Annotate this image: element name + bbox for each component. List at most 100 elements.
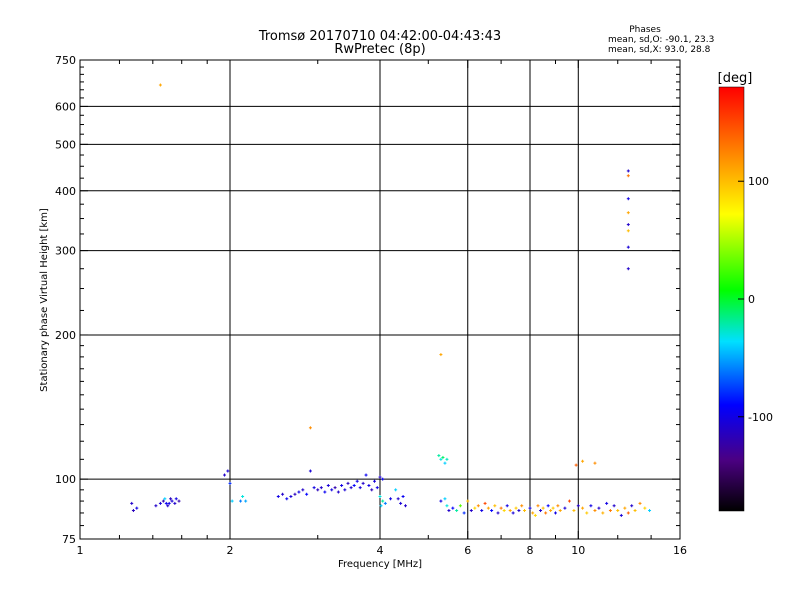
data-point [383,501,387,505]
data-point [496,511,500,515]
data-point [601,511,605,515]
stats-o-mode: mean, sd,O: -90.1, 23.3 [608,35,714,45]
data-point [520,504,524,508]
data-point [297,490,301,494]
data-point [373,479,377,483]
data-point [490,509,494,513]
data-point [633,509,637,513]
data-point [319,486,323,490]
data-point [567,499,571,503]
data-point [336,490,340,494]
data-point [230,499,234,503]
data-point [593,509,597,513]
x-tick-label: 6 [464,544,471,557]
data-point [556,504,560,508]
data-point [469,509,473,513]
data-point [563,506,567,510]
data-point [381,477,385,481]
data-point [483,501,487,505]
data-point [381,499,385,503]
data-point [458,504,462,508]
data-point [378,494,382,498]
data-point [170,499,174,503]
data-point [367,483,371,487]
data-point [364,473,368,477]
data-point [293,492,297,496]
data-point [285,497,289,501]
data-point [558,509,562,513]
data-point [476,504,480,508]
data-point [626,169,630,173]
data-point [173,501,177,505]
data-point [330,488,334,492]
y-tick-label: 600 [55,100,76,113]
colorbar-label: [deg] [718,71,753,86]
data-point [167,501,171,505]
data-point [441,455,445,459]
axis-ticks: 1 2 4 6 8 10 16 75 100 200 300 400 500 600 750 [55,54,687,557]
data-point [131,509,135,513]
data-point [244,499,248,503]
y-tick-label: 75 [62,533,76,546]
data-point [553,511,557,515]
data-point [358,486,362,490]
data-point [638,501,642,505]
data-point [163,497,167,501]
data-point [281,492,285,496]
data-point [308,426,312,430]
data-point [493,504,497,508]
data-point [626,245,630,249]
data-point [502,509,506,513]
data-point [333,486,337,490]
data-point [241,494,245,498]
data-point [443,461,447,465]
data-point [403,504,407,508]
x-axis-label: Frequency [MHz] [338,559,422,570]
data-point [505,504,509,508]
data-point [308,469,312,473]
data-point [541,506,545,510]
data-point [389,497,393,501]
y-axis-label: Stationary phase Virtual Height [km] [39,208,50,392]
data-point [643,506,647,510]
data-point [130,501,134,505]
data-point [394,488,398,492]
data-point [226,469,230,473]
data-point [626,197,630,201]
y-tick-label: 500 [55,138,76,151]
data-point [340,483,344,487]
y-tick-label: 750 [55,54,76,67]
data-point [135,506,139,510]
chart-subtitle: RwPretec (8p) [334,42,425,57]
data-point [174,497,178,501]
chart-title: Tromsø 20170710 04:42:00-04:43:43 [258,29,501,44]
data-point [581,506,585,510]
x-tick-label: 10 [571,544,585,557]
data-point [626,267,630,271]
data-point [177,499,181,503]
data-point [439,353,443,357]
data-point [593,461,597,465]
data-point [352,483,356,487]
data-point [349,486,353,490]
data-point [396,497,400,501]
stats-title: Phases [629,25,661,35]
colorbar-tick-label: 0 [748,293,755,306]
data-point [589,504,593,508]
data-point [626,174,630,178]
x-tick-label: 4 [377,544,384,557]
data-point [169,497,173,501]
data-point [228,481,232,485]
data-point [158,501,162,505]
data-point [626,229,630,233]
data-point [517,509,521,513]
data-point [536,504,540,508]
y-tick-label: 100 [55,473,76,486]
data-point [576,504,580,508]
data-point [480,509,484,513]
data-point [486,506,490,510]
data-point [316,488,320,492]
data-point [531,511,535,515]
data-point [549,509,553,513]
